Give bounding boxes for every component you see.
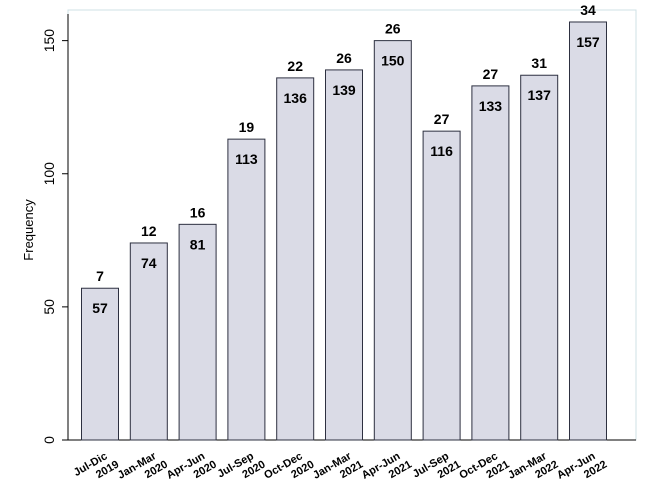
- bar-value-label: 113: [235, 151, 258, 167]
- bar-labels: 57 7 74 12 81 16 113 19 136 22 139 26 150 26 116 27 133 2…: [92, 2, 600, 316]
- bar: [422, 130, 461, 441]
- bar-top-label: 19: [239, 119, 255, 135]
- bar: [276, 77, 315, 441]
- y-tick-label: 0: [41, 436, 57, 444]
- bar-top-label: 34: [580, 2, 596, 18]
- bar-top-label: 27: [483, 66, 499, 82]
- bar-value-label: 139: [332, 82, 356, 98]
- bar: [325, 69, 363, 441]
- bar-top-label: 31: [531, 55, 547, 71]
- bar-top-label: 16: [190, 204, 206, 220]
- bar-value-label: 137: [528, 87, 552, 103]
- bar-value-label: 81: [190, 236, 206, 252]
- bar: [520, 74, 559, 441]
- bar-top-label: 27: [434, 111, 450, 127]
- bar-value-label: 136: [284, 90, 308, 106]
- bar-value-label: 150: [381, 53, 405, 69]
- bar-value-label: 116: [430, 143, 453, 159]
- bar: [81, 287, 119, 441]
- bar-top-label: 7: [96, 268, 104, 284]
- y-tick-label: 100: [41, 162, 57, 186]
- bar-value-label: 133: [479, 98, 503, 114]
- bar-value-label: 74: [141, 255, 157, 271]
- bar-top-label: 26: [385, 21, 401, 37]
- bar: [569, 21, 607, 441]
- bar: [178, 223, 217, 441]
- bar: [129, 242, 168, 441]
- bar-top-label: 12: [141, 223, 157, 239]
- bar: [227, 138, 266, 441]
- bar-value-label: 57: [92, 300, 108, 316]
- x-tick-labels: Jul-Dic2019Jan-Mar2020Apr-Jun2020Jul-Sep…: [72, 450, 609, 482]
- bars: [81, 21, 607, 441]
- y-axis-label: Frequency: [21, 199, 36, 261]
- bar: [373, 40, 412, 441]
- y-tick-label: 50: [41, 299, 57, 315]
- y-tick-label: 150: [41, 29, 57, 53]
- bar-top-label: 22: [287, 58, 303, 74]
- bar: [471, 85, 510, 441]
- bar-top-label: 26: [336, 50, 352, 66]
- bar-value-label: 157: [576, 34, 600, 50]
